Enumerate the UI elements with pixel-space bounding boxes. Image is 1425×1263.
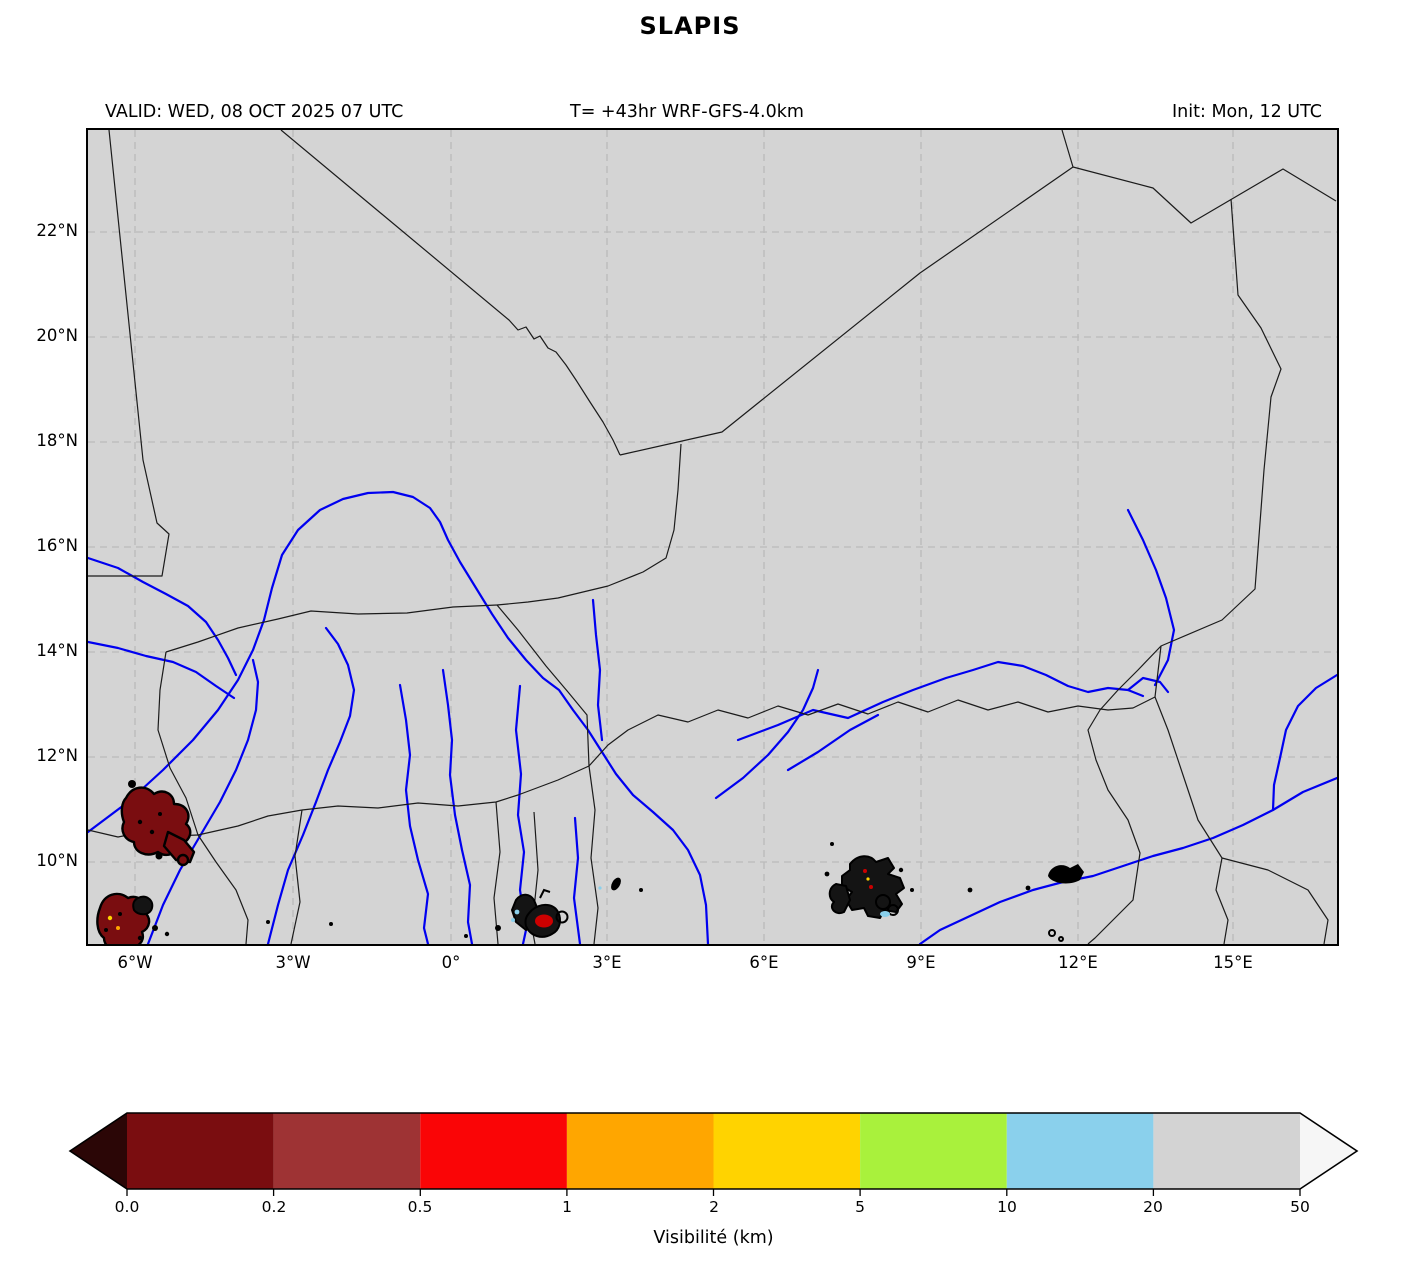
cb-tick-05: 0.5 <box>407 1198 433 1216</box>
colorbar-under-arrow <box>70 1113 127 1189</box>
valid-time-label: VALID: WED, 08 OCT 2025 07 UTC <box>105 102 404 122</box>
cb-tick-10: 10 <box>997 1198 1017 1216</box>
visibility-colorbar <box>68 1112 1359 1196</box>
x-tick-15e: 15°E <box>1213 953 1253 972</box>
x-tick-6e: 6°E <box>749 953 779 972</box>
x-tick-0: 0° <box>441 953 461 972</box>
y-tick-12n: 12°N <box>36 746 78 765</box>
colorbar-bin-3 <box>566 1113 714 1189</box>
cb-tick-0: 0.0 <box>114 1198 140 1216</box>
colorbar-label: Visibilité (km) <box>653 1228 774 1248</box>
cb-tick-5: 5 <box>855 1198 865 1216</box>
country-borders <box>88 130 1337 944</box>
x-tick-3w: 3°W <box>275 953 311 972</box>
cb-tick-1: 1 <box>562 1198 572 1216</box>
colorbar-over-arrow <box>1300 1113 1357 1189</box>
y-tick-18n: 18°N <box>36 431 78 450</box>
colorbar-bin-5 <box>860 1113 1007 1189</box>
cb-tick-50: 50 <box>1290 1198 1310 1216</box>
gridlines <box>88 130 1337 944</box>
colorbar-bin-4 <box>713 1113 861 1189</box>
low-visibility-contours <box>96 780 1084 944</box>
cb-tick-20: 20 <box>1143 1198 1163 1216</box>
colorbar-bin-1 <box>273 1113 421 1189</box>
x-tick-3e: 3°E <box>592 953 622 972</box>
forecast-model-label: T= +43hr WRF-GFS-4.0km <box>570 102 804 122</box>
page-title: SLAPIS <box>639 12 741 40</box>
map-canvas <box>86 128 1339 946</box>
x-tick-6w: 6°W <box>117 953 153 972</box>
cb-tick-2: 2 <box>709 1198 719 1216</box>
cb-tick-02: 0.2 <box>261 1198 287 1216</box>
rivers <box>88 490 1337 944</box>
y-tick-16n: 16°N <box>36 536 78 555</box>
y-tick-20n: 20°N <box>36 326 78 345</box>
colorbar-bin-2 <box>420 1113 567 1189</box>
x-tick-12e: 12°E <box>1058 953 1098 972</box>
colorbar-bin-6 <box>1006 1113 1154 1189</box>
x-tick-9e: 9°E <box>906 953 936 972</box>
init-time-label: Init: Mon, 12 UTC <box>1172 102 1322 122</box>
colorbar-bin-7 <box>1153 1113 1300 1189</box>
y-tick-10n: 10°N <box>36 851 78 870</box>
y-tick-14n: 14°N <box>36 641 78 660</box>
y-tick-22n: 22°N <box>36 221 78 240</box>
colorbar-tick-marks <box>126 1189 1301 1196</box>
map-plot <box>88 130 1337 944</box>
colorbar-bin-0 <box>127 1113 274 1189</box>
